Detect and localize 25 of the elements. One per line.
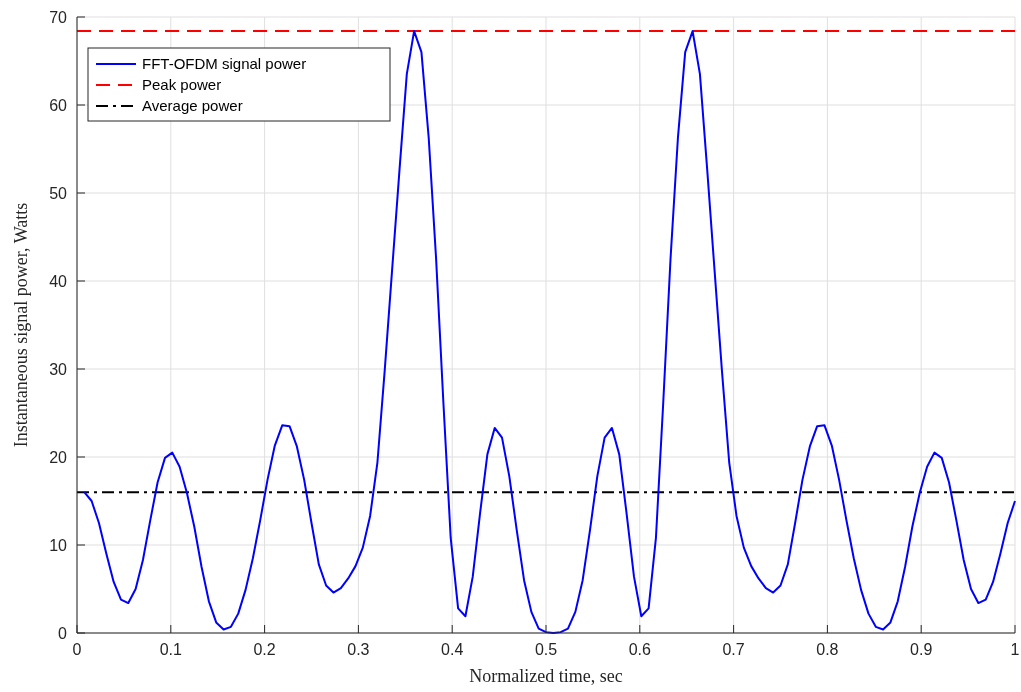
y-tick-label: 70 bbox=[49, 9, 68, 26]
legend-label: FFT-OFDM signal power bbox=[142, 55, 307, 72]
y-tick-label: 20 bbox=[49, 449, 68, 466]
x-tick-label: 0.3 bbox=[347, 641, 370, 658]
legend-label: Peak power bbox=[142, 76, 222, 93]
x-tick-label: 0 bbox=[72, 641, 82, 658]
x-tick-label: 0.9 bbox=[910, 641, 933, 658]
y-axis-title: Instantaneous signal power, Watts bbox=[11, 202, 31, 448]
line-series bbox=[83, 30, 1016, 634]
x-tick-label: 0.7 bbox=[722, 641, 745, 658]
x-tick-label: 0.1 bbox=[159, 641, 183, 658]
x-tick-label: 1 bbox=[1010, 641, 1020, 658]
legend-label: Average power bbox=[142, 97, 243, 114]
x-tick-label: 0.2 bbox=[253, 641, 276, 658]
y-tick-label: 30 bbox=[49, 361, 68, 378]
y-tick-label: 50 bbox=[49, 185, 68, 202]
x-tick-label: 0.4 bbox=[441, 641, 464, 658]
y-tick-label: 60 bbox=[49, 97, 68, 114]
y-tick-label: 0 bbox=[58, 625, 68, 642]
x-tick-label: 0.8 bbox=[816, 641, 839, 658]
y-tick-label: 10 bbox=[49, 537, 68, 554]
x-tick-label: 0.6 bbox=[628, 641, 652, 658]
x-tick-label: 0.5 bbox=[534, 641, 558, 658]
x-axis-title: Normalized time, sec bbox=[469, 666, 623, 686]
y-tick-label: 40 bbox=[49, 273, 68, 290]
